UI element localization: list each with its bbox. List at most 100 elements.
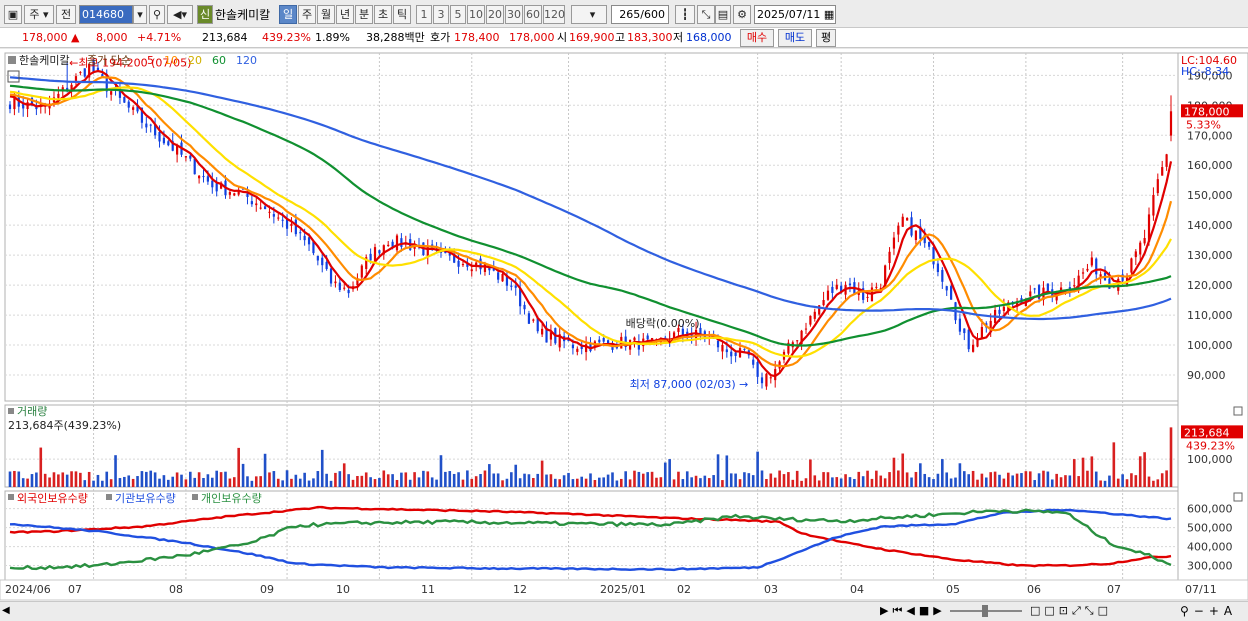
calendar-icon[interactable]: ▦ <box>823 8 835 21</box>
zoom-icons[interactable]: ⚲−+A <box>1180 604 1238 618</box>
candle-body <box>325 261 328 269</box>
layout-icon[interactable]: ▣ <box>4 5 22 24</box>
minute-button-5[interactable]: 5 <box>450 5 466 24</box>
volume-bar <box>540 460 544 487</box>
minute-button-20[interactable]: 20 <box>486 5 504 24</box>
count-input[interactable]: 265/600 <box>611 5 669 24</box>
period-tab-0[interactable]: 일 <box>279 5 297 24</box>
buy-button[interactable]: 매수 <box>740 29 774 47</box>
volume-bar <box>171 476 175 487</box>
period-tab-4[interactable]: 분 <box>355 5 373 24</box>
open-price: 169,900 <box>569 31 615 44</box>
volume-bar <box>386 474 390 487</box>
volume-bar <box>444 471 447 487</box>
volume-bar <box>1152 480 1155 487</box>
minute-button-60[interactable]: 60 <box>524 5 542 24</box>
candle-body <box>989 320 992 332</box>
settings-gear-icon[interactable]: ⚙ <box>733 5 751 24</box>
candle-body <box>457 260 460 267</box>
candle-body <box>149 124 152 126</box>
date-input[interactable]: 2025/07/11 ▦ <box>754 5 836 24</box>
zoom-slider-handle[interactable] <box>982 605 988 617</box>
scroll-controls[interactable]: ▶⏮◀■▶ <box>880 604 946 617</box>
candle-body <box>1055 295 1058 301</box>
candle-body <box>61 87 64 91</box>
code-dropdown-icon[interactable]: ▾ <box>133 5 147 24</box>
volume-bar <box>391 474 394 487</box>
minute-button-3[interactable]: 3 <box>433 5 449 24</box>
candle-body <box>219 182 223 189</box>
candle-body <box>338 282 341 290</box>
volume-bar <box>360 475 364 487</box>
candle-body <box>1147 214 1151 243</box>
minute-button-10[interactable]: 10 <box>467 5 485 24</box>
volume-bar <box>457 472 460 487</box>
period-tab-1[interactable]: 주 <box>298 5 316 24</box>
holding-menu-icon-2 <box>192 494 198 500</box>
volume-bar <box>197 472 201 487</box>
volume-bar <box>1103 480 1107 487</box>
candle-body <box>743 348 746 350</box>
period-tab-5[interactable]: 초 <box>374 5 392 24</box>
candle-body <box>822 300 825 306</box>
volume-bar <box>998 474 1001 487</box>
ask-label: 호가 <box>430 31 451 44</box>
period-tab-6[interactable]: 틱 <box>393 5 411 24</box>
stock-code-input[interactable]: 014680 <box>79 5 133 24</box>
volume-bar <box>817 480 821 487</box>
xaxis-bar <box>0 579 1248 601</box>
volume-bar <box>721 480 724 487</box>
minute-button-30[interactable]: 30 <box>505 5 523 24</box>
volume-bar <box>26 478 29 487</box>
volume-bar <box>967 474 971 487</box>
candle-body <box>334 281 337 284</box>
minute-custom-select[interactable]: ▾ <box>571 5 607 24</box>
volume-bar <box>228 478 232 487</box>
volume-bar <box>681 479 685 487</box>
sell-button[interactable]: 매도 <box>778 29 812 47</box>
tool-icons[interactable]: □□⊡⤢⤡□ <box>1030 604 1112 617</box>
candle-body <box>1143 238 1146 244</box>
volume-bar <box>61 472 65 487</box>
candle-body <box>796 340 799 342</box>
holding-panel-frame <box>4 490 1179 581</box>
volume-bar <box>690 477 693 487</box>
volume-bar <box>285 470 289 487</box>
holding-menu-icon-0 <box>8 494 14 500</box>
bottom-scrollbar[interactable]: ◀ ▶⏮◀■▶ □□⊡⤢⤡□ ⚲−+A <box>0 601 1248 621</box>
type-select[interactable]: 주 ▾ <box>24 5 54 24</box>
volume-bar <box>914 471 918 487</box>
volume-bar <box>795 470 799 487</box>
save-icon[interactable]: ▤ <box>715 5 731 24</box>
volume-bar <box>1125 479 1129 487</box>
volume-bar <box>1059 477 1063 487</box>
scroll-left-icon[interactable]: ◀ <box>2 605 10 616</box>
candle-body <box>1161 167 1164 176</box>
dividend-arrow <box>666 331 674 344</box>
volume-bar <box>461 479 465 487</box>
volume-bar <box>272 471 276 487</box>
period-tab-3[interactable]: 년 <box>336 5 354 24</box>
mode-button[interactable]: 전 <box>56 5 76 24</box>
chart-area[interactable]: 2024/06 07 08 09 10 11 12 2025/01 02 03 04 05 06 07 07… <box>0 49 1248 604</box>
volume-bar <box>466 470 469 487</box>
grid-toggle-icon <box>7 70 20 83</box>
volume-bar <box>514 464 518 487</box>
candle-body <box>189 155 192 159</box>
chart-canvas[interactable]: 2024/06 07 08 09 10 11 12 2025/01 02 03 04 05 06 07 07… <box>0 49 1248 604</box>
sound-icon[interactable]: ◀▾ <box>167 5 193 24</box>
chart-grid <box>0 52 1248 601</box>
crosshair-icon[interactable]: ⤡ <box>697 5 715 24</box>
evaluate-button[interactable]: 평 <box>816 29 836 47</box>
minute-button-1[interactable]: 1 <box>416 5 432 24</box>
candle-type-icon[interactable]: ┇ <box>675 5 695 24</box>
minute-button-120[interactable]: 120 <box>543 5 565 24</box>
search-icon[interactable]: ⚲ <box>149 5 165 24</box>
xaxis-label: 07 <box>1107 583 1121 596</box>
candle-body <box>268 211 271 213</box>
count-max: /600 <box>640 8 665 21</box>
volume-ratio: 439.23% <box>262 31 311 44</box>
period-tab-2[interactable]: 월 <box>317 5 335 24</box>
candle-body <box>571 344 575 349</box>
candle-body <box>1015 301 1019 307</box>
